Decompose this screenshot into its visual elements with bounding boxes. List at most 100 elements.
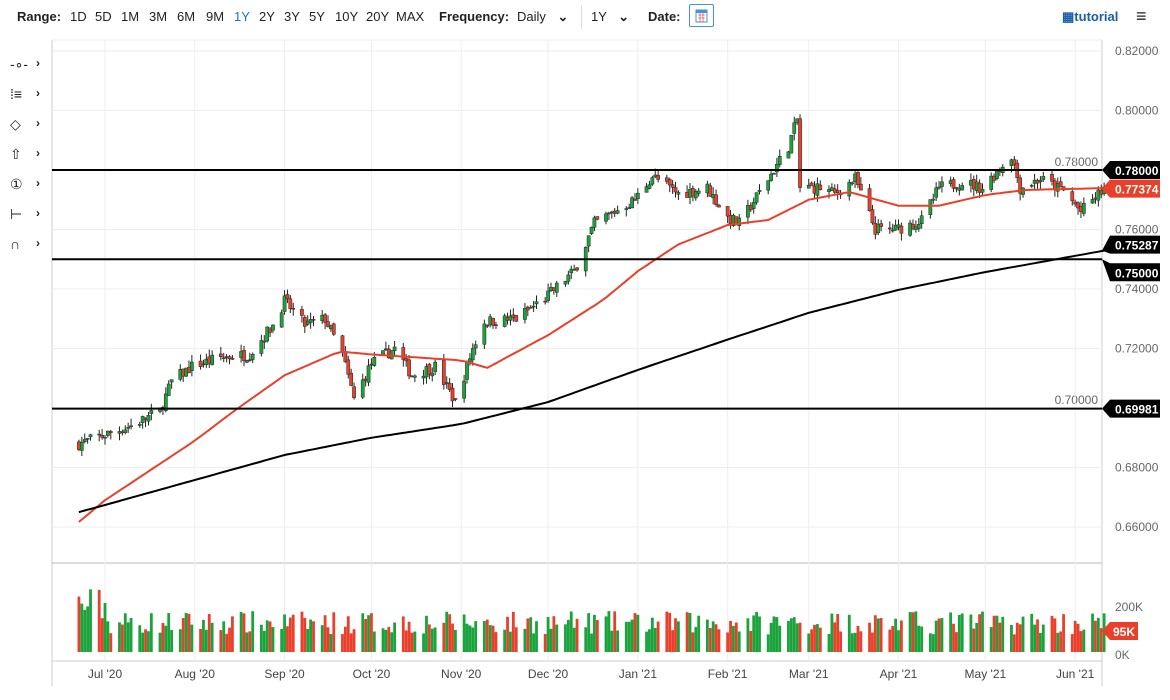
magnet-tool-button[interactable]: ∩ ›	[10, 236, 46, 258]
volume-bar	[471, 627, 475, 652]
tutorial-link[interactable]: ▦tutorial	[1062, 9, 1118, 25]
candle-body	[766, 180, 771, 191]
candle-body	[282, 295, 287, 312]
frequency-dropdown[interactable]: Daily ⌄	[517, 9, 568, 25]
candle-body	[129, 425, 133, 428]
fibonacci-tool-button[interactable]: ⁞≡ ›	[10, 86, 46, 108]
volume-bar	[908, 612, 912, 652]
candle-body	[789, 134, 794, 154]
x-tick-label: Aug '20	[175, 667, 216, 681]
volume-bar	[1096, 617, 1100, 652]
period-dropdown[interactable]: 1Y ⌄	[591, 9, 629, 25]
candle-body	[468, 358, 472, 363]
volume-bar	[448, 614, 452, 652]
candle-body	[88, 434, 93, 438]
candle-body	[430, 372, 435, 377]
candle-body	[627, 207, 632, 209]
volume-bar	[1053, 618, 1057, 652]
chevron-right-icon: ›	[36, 176, 40, 190]
volume-bar	[633, 613, 637, 652]
volume-bar	[1050, 615, 1054, 652]
volume-bar	[468, 625, 472, 652]
candle-body	[772, 173, 776, 175]
candle-body	[566, 274, 571, 282]
range-1d[interactable]: 1D	[70, 9, 87, 24]
volume-bar	[190, 624, 194, 652]
divider	[581, 5, 582, 29]
y-tick-label: 0.82000	[1115, 44, 1159, 58]
price-tag-075: 0.75000	[1115, 266, 1159, 280]
volume-bar	[928, 633, 932, 652]
range-9m[interactable]: 9M	[206, 9, 225, 24]
volume-bar	[393, 622, 396, 652]
candle-body	[242, 350, 246, 361]
range-1y[interactable]: 1Y	[234, 9, 250, 24]
volume-bar	[129, 617, 133, 652]
range-3y[interactable]: 3Y	[284, 9, 300, 24]
candle-body	[1018, 177, 1022, 194]
shapes-tool-icon: ◇	[10, 116, 21, 132]
volume-bar	[998, 622, 1002, 652]
candle-body	[494, 324, 498, 327]
volume-bar	[149, 613, 153, 652]
candle-body	[413, 375, 417, 378]
volume-bar	[239, 612, 243, 652]
candle-body	[528, 307, 533, 309]
range-6m[interactable]: 6M	[177, 9, 196, 24]
measure-tool-button[interactable]: ⊢ ›	[10, 206, 46, 228]
annotation-tool-icon: ①	[10, 176, 23, 192]
candle-body	[1050, 173, 1054, 182]
range-2y[interactable]: 2Y	[259, 9, 275, 24]
volume-bar	[1039, 632, 1042, 652]
candle-body	[360, 379, 365, 398]
candle-body	[227, 356, 232, 360]
volume-bar	[1094, 620, 1097, 652]
range-5d[interactable]: 5D	[95, 9, 112, 24]
volume-bar	[228, 627, 231, 652]
volume-bar	[691, 632, 695, 652]
volume-bar	[1041, 624, 1045, 652]
volume-bar	[109, 633, 113, 652]
candle-body	[693, 191, 698, 199]
annotation-tool-button[interactable]: ① ›	[10, 176, 46, 198]
candle-body	[876, 224, 881, 233]
range-max[interactable]: MAX	[396, 9, 425, 24]
volume-bar	[894, 618, 898, 652]
volume-bar	[995, 615, 999, 652]
candle-body	[1076, 202, 1080, 209]
volume-bar	[242, 613, 246, 652]
volume-bar	[349, 633, 353, 652]
volume-bar	[989, 627, 993, 652]
calendar-button[interactable]	[689, 4, 714, 27]
range-5y[interactable]: 5Y	[309, 9, 325, 24]
range-20y[interactable]: 20Y	[366, 9, 390, 24]
candle-body	[265, 326, 270, 342]
candle-body	[847, 181, 852, 197]
candle-body	[271, 324, 275, 331]
volume-bar	[372, 631, 376, 652]
crosshair-tool-button[interactable]: -∘- ›	[10, 56, 46, 78]
volume-bar	[975, 622, 979, 652]
candle-body	[352, 386, 356, 398]
volume-bar	[798, 622, 802, 652]
volume-bar	[766, 634, 770, 652]
candle-body	[372, 357, 377, 366]
candle-body	[245, 360, 249, 363]
date-label: Date:	[648, 9, 681, 24]
volume-bar	[161, 622, 165, 652]
range-1m[interactable]: 1M	[121, 9, 140, 24]
volume-bar	[1056, 632, 1060, 652]
hamburger-menu-icon[interactable]: ≡	[1136, 6, 1147, 26]
volume-bar	[694, 627, 698, 652]
volume-bar	[164, 625, 168, 652]
range-3m[interactable]: 3M	[149, 9, 168, 24]
range-10y[interactable]: 10Y	[335, 9, 359, 24]
volume-bar	[367, 615, 370, 652]
volume-bar	[1012, 634, 1016, 652]
candle-body	[751, 202, 756, 209]
arrow-tool-button[interactable]: ⇧ ›	[10, 146, 46, 168]
volume-bar	[199, 628, 202, 652]
volume-bar	[624, 621, 628, 652]
shapes-tool-button[interactable]: ◇ ›	[10, 116, 46, 138]
